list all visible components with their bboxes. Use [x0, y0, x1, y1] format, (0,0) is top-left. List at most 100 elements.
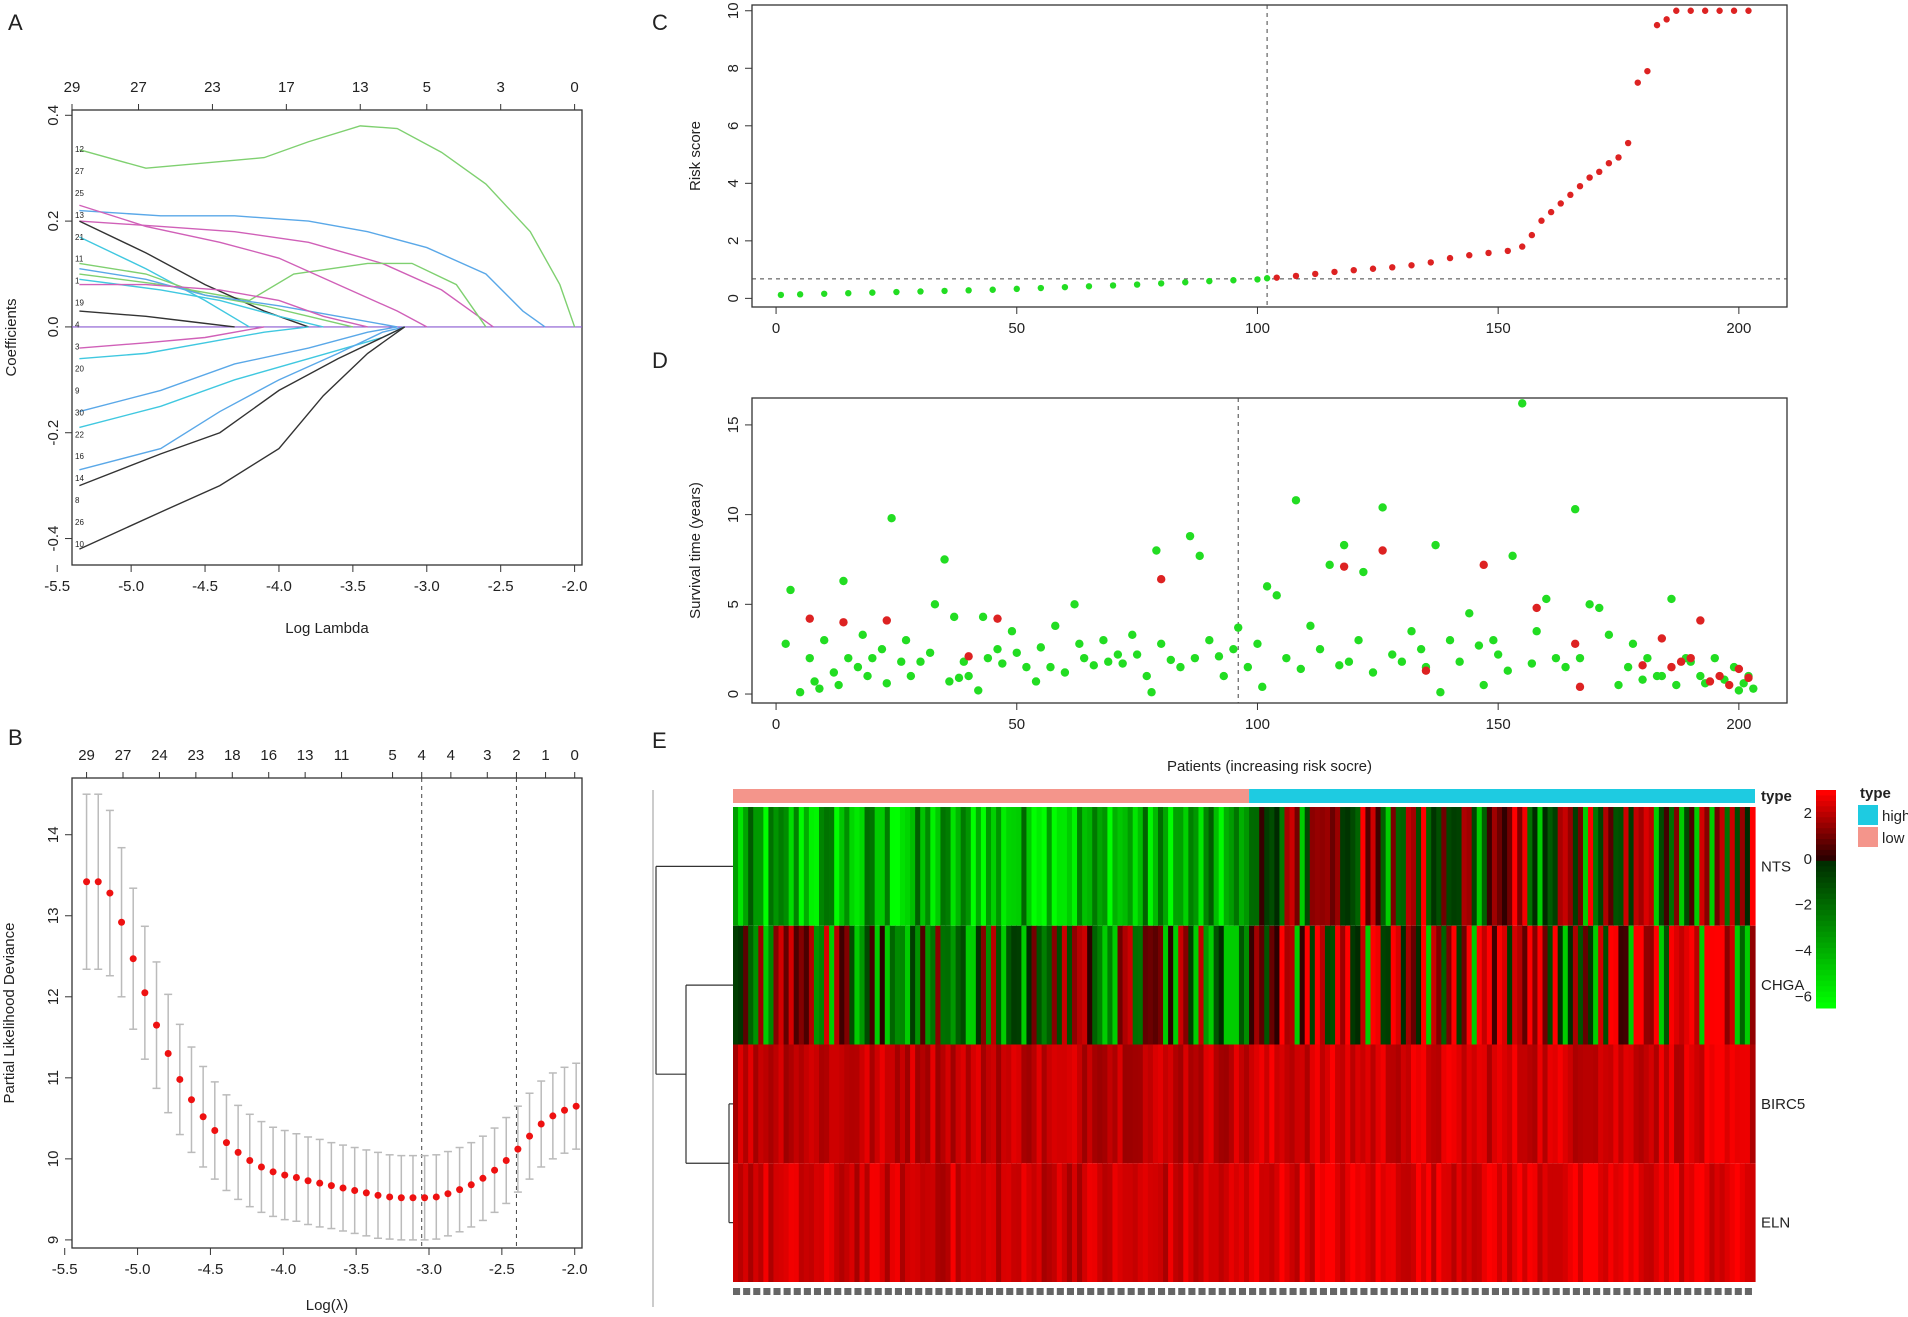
c-risk-point [1605, 159, 1613, 167]
c-risk-point [869, 289, 876, 296]
e-heatmap-cell [991, 1044, 997, 1164]
d-alive-point [1262, 582, 1272, 591]
b-deviance-point [479, 1174, 487, 1182]
c-y-tick-label: 8 [725, 64, 742, 72]
a-x-tick-label: -2.5 [488, 578, 514, 595]
e-heatmap-cell [1749, 807, 1756, 926]
e-sample-label-mark [1643, 1288, 1651, 1295]
b-deviance-point [176, 1075, 184, 1083]
e-sample-label-mark [733, 1288, 741, 1295]
e-colorbar-tick-label: −2 [1795, 897, 1812, 914]
e-heatmap-cell [783, 1163, 790, 1282]
d-dead-point [1734, 664, 1744, 674]
e-heatmap-cell [864, 1044, 871, 1164]
e-heatmap-cell [1507, 925, 1513, 1045]
e-heatmap-cell [1577, 925, 1584, 1045]
e-sample-label-mark [1198, 1288, 1206, 1295]
d-alive-point [1046, 662, 1055, 672]
d-alive-point [844, 653, 853, 663]
e-heatmap-cell [1011, 925, 1017, 1045]
e-heatmap-cell [1562, 807, 1569, 926]
e-sample-label-mark [1228, 1288, 1236, 1295]
e-heatmap-cell [824, 1044, 830, 1164]
e-heatmap-cell [894, 925, 901, 1045]
e-colorbar-segment [1816, 953, 1836, 960]
b-deviance-point [222, 1139, 230, 1147]
a-plot-frame [71, 109, 583, 566]
d-alive-point [829, 668, 839, 677]
e-heatmap-cell [1152, 1044, 1159, 1164]
e-heatmap-cell [1739, 1044, 1746, 1164]
e-sample-label-mark [824, 1288, 832, 1295]
e-heatmap-cell [1663, 925, 1670, 1045]
a-variable-index-label: 19 [75, 299, 84, 308]
e-heatmap-cell [1567, 1044, 1574, 1164]
e-heatmap-cell [1279, 925, 1286, 1045]
e-heatmap-cell [1193, 1044, 1200, 1164]
e-heatmap-cell [905, 1163, 911, 1282]
a-coefficient-path [79, 220, 494, 328]
e-heatmap-cell [1486, 1163, 1493, 1282]
e-heatmap-cell [824, 925, 830, 1045]
e-heatmap-cell [1077, 1044, 1083, 1164]
panel-label-e: E [652, 728, 667, 753]
e-heatmap-cell [1168, 807, 1174, 926]
e-heatmap-cell [894, 1163, 901, 1282]
d-alive-point [1493, 650, 1503, 659]
e-legend-label: high [1882, 808, 1908, 825]
e-heatmap-cell [1471, 925, 1478, 1045]
e-heatmap-cell [1684, 1163, 1690, 1282]
e-heatmap-cell [1051, 1044, 1058, 1164]
e-sample-label-mark [1694, 1288, 1702, 1295]
e-sample-label-mark [1056, 1288, 1064, 1295]
e-heatmap-cell [1588, 1044, 1594, 1164]
e-heatmap-cell [1051, 1163, 1058, 1282]
e-heatmap-cell [1127, 925, 1134, 1045]
e-heatmap-cell [1208, 1044, 1215, 1164]
e-heatmap-cell [1299, 925, 1306, 1045]
e-heatmap-cell [783, 807, 790, 926]
c-risk-point [1504, 247, 1511, 255]
e-heatmap-cell [1542, 807, 1549, 926]
e-heatmap-cell [1198, 925, 1205, 1045]
e-heatmap-cell [920, 925, 926, 1045]
e-sample-label-mark [773, 1288, 781, 1295]
b-top-tick-label: 24 [151, 747, 168, 764]
e-heatmap-cell [1562, 925, 1569, 1045]
e-heatmap-cell [1244, 1163, 1250, 1282]
e-heatmap-cell [996, 925, 1002, 1045]
b-deviance-point [94, 878, 102, 886]
d-alive-point [974, 686, 983, 695]
e-sample-label-mark [1512, 1288, 1520, 1295]
e-heatmap-cell [869, 1163, 876, 1282]
e-heatmap-cell [1400, 1163, 1407, 1282]
e-heatmap-cell [829, 807, 835, 926]
c-risk-point [1687, 7, 1694, 14]
e-heatmap-cell [778, 1044, 785, 1164]
e-heatmap-cell [1471, 807, 1478, 926]
e-heatmap-cell [1562, 1163, 1569, 1282]
e-heatmap-cell [1618, 1044, 1625, 1164]
a-x-tick-label: -5.5 [44, 578, 70, 595]
e-heatmap-cell [1168, 925, 1174, 1045]
d-alive-point [1104, 657, 1113, 666]
e-colorbar-segment [1816, 800, 1836, 807]
e-heatmap-cell [1360, 925, 1367, 1045]
e-heatmap-cell [874, 1163, 881, 1282]
e-heatmap-cell [1496, 807, 1503, 926]
b-deviance-point [362, 1189, 370, 1197]
d-dead-point [1575, 682, 1585, 692]
c-risk-point [1615, 154, 1622, 161]
d-dead-point [1638, 661, 1647, 670]
e-heatmap-cell [1618, 925, 1625, 1045]
e-heatmap-cell [1481, 1044, 1488, 1164]
e-heatmap-cell [1441, 1044, 1447, 1164]
e-heatmap-cell [829, 1044, 835, 1164]
e-heatmap-cell [1719, 1044, 1726, 1164]
e-heatmap-cell [1284, 1163, 1291, 1282]
e-heatmap-cell [1330, 807, 1336, 926]
e-sample-label-mark [1380, 1288, 1388, 1295]
e-heatmap-cell [1481, 807, 1488, 926]
c-x-tick-label: 50 [1008, 320, 1025, 337]
e-heatmap-cell [1036, 1163, 1043, 1282]
